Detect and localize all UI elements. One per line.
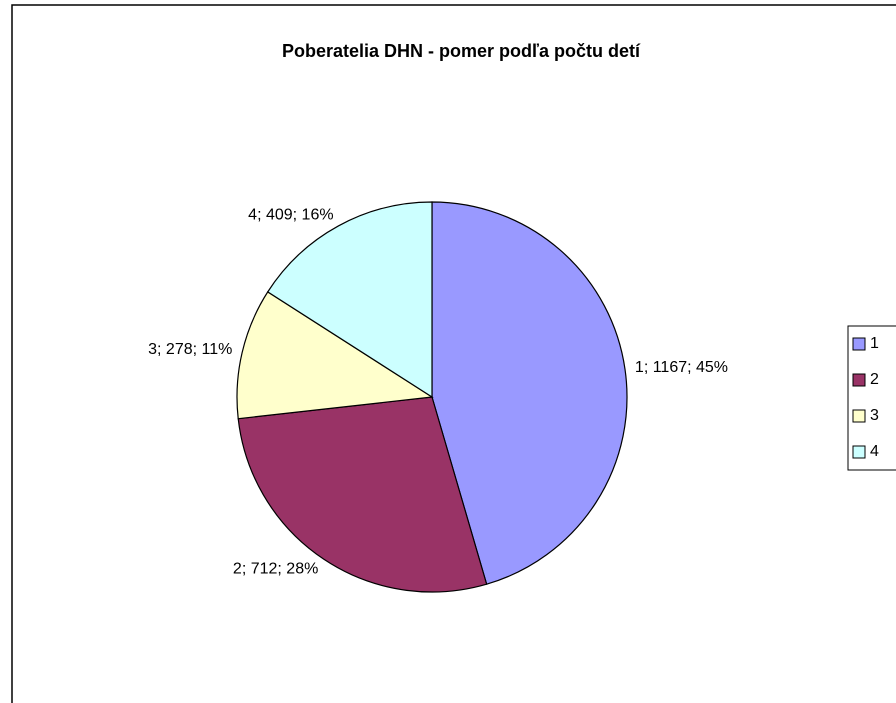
legend-swatch: [852, 445, 866, 459]
data-label: 3; 278; 11%: [148, 341, 232, 358]
data-label: 4; 409; 16%: [248, 207, 333, 224]
legend-swatch: [852, 409, 866, 423]
legend-label: 2: [870, 371, 879, 388]
chart-title: Poberatelia DHN - pomer podľa počtu detí: [282, 41, 641, 61]
legend-swatch: [852, 373, 866, 387]
data-label: 2; 712; 28%: [233, 560, 318, 577]
data-label: 1; 1167; 45%: [635, 359, 728, 376]
legend-label: 4: [870, 443, 879, 460]
legend: 1 2 3 4: [847, 325, 896, 471]
pie-slice: [237, 396, 488, 593]
legend-swatch: [852, 337, 866, 351]
legend-label: 1: [870, 335, 879, 352]
pie-slice: [236, 291, 434, 420]
pie: 1; 1167; 45% 2; 712; 28% 3; 278; 11% 4; 409…: [148, 201, 728, 593]
pie-slice: [266, 201, 433, 399]
pie-slice: [431, 201, 628, 585]
legend-label: 3: [870, 407, 879, 424]
